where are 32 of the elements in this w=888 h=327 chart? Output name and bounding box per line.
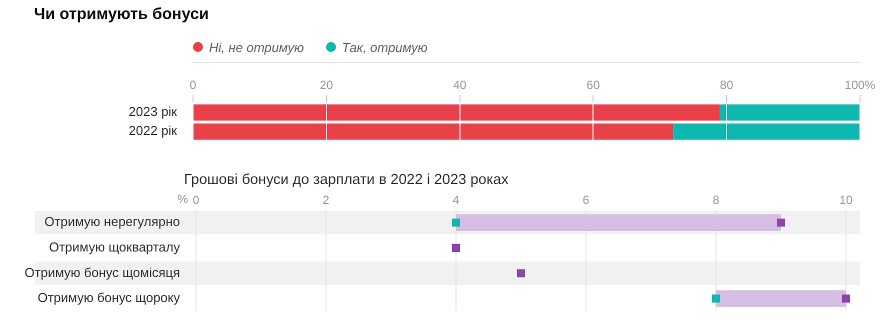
x-tick-label: 80 [720,78,734,92]
legend-label: Ні, не отримую [209,40,304,54]
bar [673,124,860,140]
bar [194,124,674,140]
x-tick-label: 60 [586,78,600,92]
y-tick-label: 2023 рік [128,104,178,120]
x-tick-label: 100% [844,78,876,92]
bar [720,104,860,121]
y-tick-label: Отримую бонус щороку [38,290,180,306]
x-tick-label: 40 [453,78,467,92]
x-tick-label: 6 [582,193,590,208]
point [452,244,460,252]
point [842,294,850,303]
chart-title: Грошові бонуси до зарплати в 2022 і 2023 роках [184,172,508,188]
bar [194,104,720,121]
y-tick-label: Отримую бонус щомісяця [24,264,180,280]
x-tick-label: 20 [320,78,334,92]
y-tick-label: Отримую щокварталу [48,240,180,255]
x-tick-label: 10 [839,193,853,208]
x-axis-title: % [177,192,188,206]
legend-label: Так, отримую [342,40,428,54]
x-tick-label: 2 [322,193,330,208]
x-tick-label: 4 [452,193,460,208]
chart-title: Чи отримують бонуси [34,6,209,23]
x-tick-label: 8 [712,193,720,208]
point [452,218,460,227]
y-tick-label: Отримую нерегулярно [44,214,180,230]
point [712,294,720,303]
y-tick-label: 2022 рік [128,123,178,138]
point [776,218,786,227]
x-tick-label: 0 [190,78,197,92]
x-tick-label: 0 [192,193,200,208]
